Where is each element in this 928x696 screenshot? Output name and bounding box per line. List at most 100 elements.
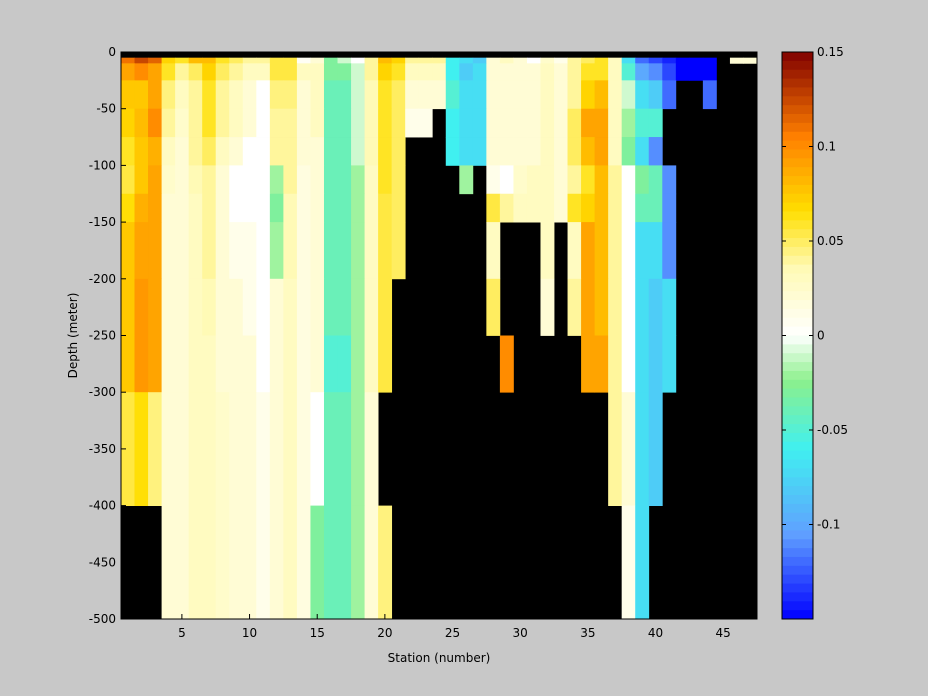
heatmap-cell <box>608 137 623 166</box>
heatmap-cell <box>256 392 271 506</box>
heatmap-cell <box>391 193 406 223</box>
heatmap-cell <box>337 57 352 64</box>
heatmap-cell <box>310 108 325 138</box>
heatmap-cell <box>202 57 217 64</box>
heatmap-cell <box>567 63 582 81</box>
heatmap-cell <box>161 278 176 336</box>
heatmap-cell <box>269 108 284 138</box>
heatmap-cell <box>391 137 406 166</box>
heatmap-cell <box>161 222 176 280</box>
heatmap-cell <box>499 137 514 166</box>
y-tick-label: -100 <box>89 158 116 172</box>
y-tick-label: -50 <box>96 102 116 116</box>
heatmap-cell <box>581 193 596 223</box>
colorbar-step <box>782 220 813 230</box>
heatmap-cell <box>229 137 244 166</box>
colorbar-step <box>782 335 813 345</box>
heatmap-cell <box>351 193 365 223</box>
heatmap-cell <box>608 193 623 223</box>
heatmap-cell <box>121 57 135 64</box>
heatmap-cell <box>256 57 271 64</box>
colorbar-step <box>782 202 813 212</box>
heatmap-cell <box>662 57 677 64</box>
heatmap-cell <box>148 165 162 195</box>
colorbar-step <box>782 291 813 301</box>
colorbar-step <box>782 246 813 257</box>
heatmap-cell <box>161 193 176 223</box>
colorbar-step <box>782 556 813 567</box>
heatmap-cell <box>364 335 379 393</box>
heatmap-cell <box>283 57 298 64</box>
heatmap-cell <box>621 278 636 336</box>
colorbar-step <box>782 388 813 399</box>
heatmap-cell <box>215 80 230 110</box>
heatmap-cell <box>256 165 271 195</box>
heatmap-cell <box>554 165 568 195</box>
heatmap-cell <box>405 80 420 110</box>
heatmap-cell <box>391 57 406 64</box>
heatmap-cell <box>526 165 541 195</box>
heatmap-cell <box>134 108 149 138</box>
colorbar-step <box>782 415 813 425</box>
heatmap-cell <box>364 278 379 336</box>
heatmap-cell <box>242 222 257 280</box>
heatmap-cell <box>391 80 406 110</box>
colorbar-step <box>782 565 813 576</box>
heatmap-cell <box>662 222 677 280</box>
heatmap-cell <box>581 137 596 166</box>
y-axis-label: Depth (meter) <box>66 293 80 379</box>
heatmap-cell <box>594 80 609 110</box>
heatmap-cell <box>526 137 541 166</box>
heatmap-cell <box>526 108 541 138</box>
heatmap-cell <box>188 165 203 195</box>
heatmap-cell <box>486 278 501 336</box>
heatmap-cell <box>459 137 474 166</box>
colorbar-step <box>782 52 813 62</box>
heatmap-cell <box>161 505 176 620</box>
heatmap-cell <box>323 505 338 620</box>
heatmap-cell <box>269 335 284 393</box>
heatmap-cell <box>296 63 311 81</box>
heatmap-cell <box>635 278 650 336</box>
heatmap-cell <box>567 165 582 195</box>
heatmap-cell <box>351 165 365 195</box>
heatmap-cell <box>215 505 230 620</box>
heatmap-cell <box>635 392 650 506</box>
heatmap-cell <box>648 137 663 166</box>
heatmap-cell <box>337 80 352 110</box>
heatmap-cell <box>581 222 596 280</box>
colorbar-step <box>782 574 813 585</box>
heatmap-cell <box>229 222 244 280</box>
heatmap-cell <box>296 193 311 223</box>
heatmap-cell <box>391 222 406 280</box>
heatmap-cell <box>242 57 257 64</box>
heatmap-cell <box>621 335 636 393</box>
colorbar-step <box>782 211 813 221</box>
heatmap-cell <box>134 193 149 223</box>
heatmap-cell <box>148 278 162 336</box>
x-tick-label: 30 <box>513 626 528 640</box>
heatmap-cell <box>526 63 541 81</box>
heatmap-cell <box>364 108 379 138</box>
heatmap-cell <box>432 80 447 110</box>
colorbar-step <box>782 87 813 97</box>
heatmap-cell <box>188 335 203 393</box>
heatmap-cell <box>621 505 636 620</box>
heatmap-cell <box>648 165 663 195</box>
heatmap-cell <box>310 222 325 280</box>
heatmap-cell <box>499 165 514 195</box>
colorbar-step <box>782 503 813 514</box>
colorbar-step <box>782 432 813 443</box>
heatmap-cell <box>635 222 650 280</box>
heatmap-cell <box>242 392 257 506</box>
heatmap-cell <box>702 63 717 81</box>
heatmap-cell <box>445 108 460 138</box>
colorbar-step <box>782 397 813 407</box>
heatmap-cell <box>242 80 257 110</box>
heatmap-cell <box>499 63 514 81</box>
colorbar-step <box>782 60 813 71</box>
colorbar-step <box>782 122 813 133</box>
heatmap-cell <box>323 335 338 393</box>
colorbar-step <box>782 362 813 372</box>
heatmap-cell <box>486 63 501 81</box>
